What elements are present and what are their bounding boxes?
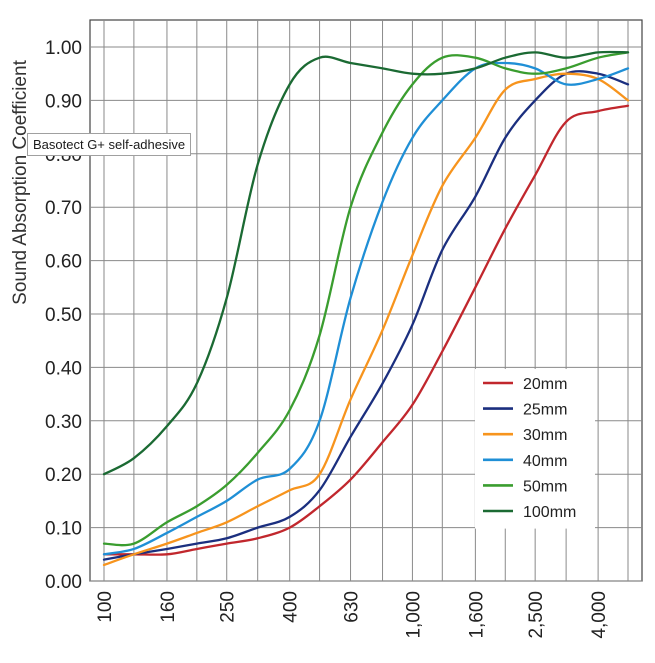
x-tick-label: 630 <box>342 591 363 623</box>
x-tick-label: 250 <box>218 591 239 623</box>
x-tick-label: 100 <box>95 591 116 623</box>
series-line-50mm <box>102 51 630 547</box>
y-tick-label: 0.60 <box>45 252 82 273</box>
x-tick-label: 400 <box>281 591 302 623</box>
y-axis-label: Sound Absorption Coefficient <box>10 59 31 304</box>
legend-label: 25mm <box>523 402 567 419</box>
legend-label: 30mm <box>523 427 567 444</box>
y-tick-label: 0.20 <box>45 465 82 486</box>
series-line-40mm <box>102 61 630 556</box>
y-tick-label: 0.50 <box>45 305 82 326</box>
y-tick-label: 0.70 <box>45 198 82 219</box>
y-tick-label: 0.90 <box>45 91 82 112</box>
y-tick-label: 0.10 <box>45 519 82 540</box>
legend-label: 40mm <box>523 453 567 470</box>
y-tick-label: 0.30 <box>45 412 82 433</box>
y-tick-label: 0.00 <box>45 572 82 593</box>
legend-label: 50mm <box>523 478 567 495</box>
series-line-30mm <box>102 72 630 567</box>
legend-label: 100mm <box>523 504 576 521</box>
x-tick-label: 1,600 <box>466 591 487 639</box>
x-tick-label: 2,500 <box>526 591 547 639</box>
series-line-100mm <box>102 50 630 476</box>
tooltip: Basotect G+ self-adhesive <box>27 133 192 156</box>
series-line-25mm <box>102 70 630 561</box>
x-tick-label: 1,000 <box>403 591 424 639</box>
x-tick-label: 160 <box>158 591 179 623</box>
y-tick-label: 1.00 <box>45 38 82 59</box>
y-tick-label: 0.40 <box>45 358 82 379</box>
legend-label: 20mm <box>523 376 567 393</box>
x-tick-label: 4,000 <box>589 591 610 639</box>
legend-box <box>475 369 595 529</box>
series-line-20mm <box>102 104 630 556</box>
